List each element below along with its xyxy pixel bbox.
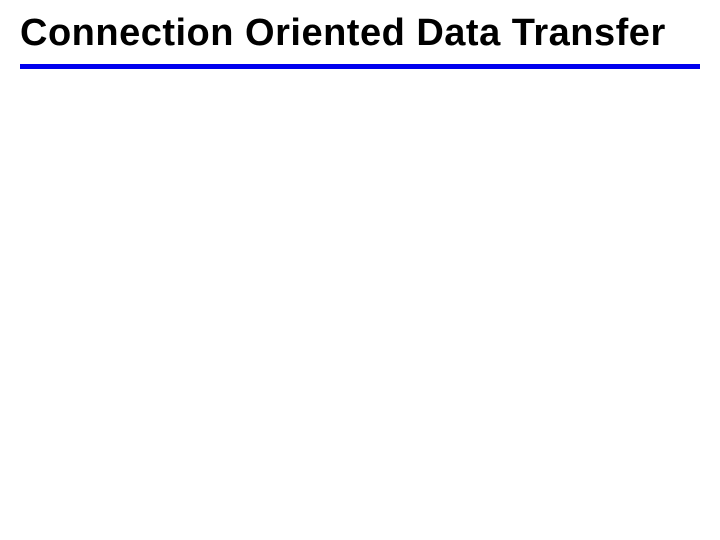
slide-container: Connection Oriented Data Transfer [0,0,720,540]
slide-title: Connection Oriented Data Transfer [20,12,700,56]
title-divider [20,64,700,69]
